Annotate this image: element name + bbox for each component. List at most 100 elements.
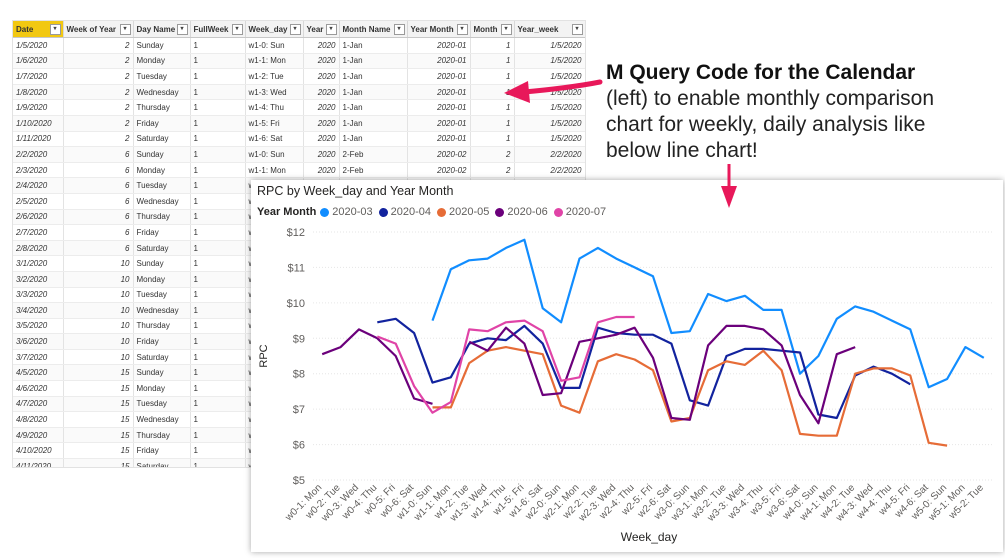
table-cell: 1/7/2020 (13, 68, 64, 85)
table-cell: 15 (63, 380, 134, 397)
table-cell: 1 (190, 427, 246, 444)
table-row[interactable]: 1/7/2020 2 Tuesday 1 w1-2: Tue 2020 1-Jan 2020-… (13, 68, 585, 85)
legend-item[interactable]: 2020-03 (320, 206, 373, 218)
table-cell: 2/8/2020 (13, 240, 64, 257)
table-cell: 1 (190, 99, 246, 116)
table-cell: 10 (63, 271, 134, 288)
filter-dropdown-icon[interactable]: ▾ (500, 24, 512, 35)
table-row[interactable]: 2/3/2020 6 Monday 1 w1-1: Mon 2020 2-Feb 2020-0… (13, 162, 585, 179)
table-row[interactable]: 1/8/2020 2 Wednesday 1 w1-3: Wed 2020 1-Jan 202… (13, 84, 585, 101)
column-header-label: Month Name (342, 24, 391, 34)
table-row[interactable]: 1/6/2020 2 Monday 1 w1-1: Mon 2020 1-Jan 2020-0… (13, 53, 585, 70)
table-cell: 6 (63, 177, 134, 194)
table-cell: 1 (190, 209, 246, 226)
table-cell: 1 (190, 224, 246, 241)
table-row[interactable]: 2/2/2020 6 Sunday 1 w1-0: Sun 2020 2-Feb 2020-0… (13, 146, 585, 163)
table-cell: 1-Jan (339, 37, 408, 54)
y-tick-label: $5 (293, 475, 305, 487)
line-chart-card[interactable]: $5 $6 $7 $8 $9 $10 $11 $12 w0-1: Mon w0-2: Tue w0-… (251, 180, 1003, 552)
table-cell: 1-Jan (339, 68, 408, 85)
table-cell: 2020-01 (407, 131, 471, 148)
table-cell: 1 (470, 68, 515, 85)
column-header[interactable]: Year ▾ (303, 21, 340, 38)
table-cell: Thursday (133, 99, 191, 116)
table-cell: 1 (470, 53, 515, 70)
column-header-label: Week_day (248, 24, 288, 34)
legend-item[interactable]: 2020-04 (378, 206, 432, 218)
column-header[interactable]: Week_day ▾ (245, 21, 304, 38)
table-cell: Wednesday (133, 411, 191, 428)
filter-dropdown-icon[interactable]: ▾ (571, 24, 583, 35)
column-header[interactable]: FullWeek ▾ (190, 21, 246, 38)
y-tick-label: $9 (293, 333, 305, 345)
table-cell: 6 (63, 146, 134, 163)
table-cell: w1-2: Tue (245, 68, 304, 85)
filter-dropdown-icon[interactable]: ▾ (393, 24, 405, 35)
table-row[interactable]: 1/10/2020 2 Friday 1 w1-5: Fri 2020 1-Jan 2020-… (13, 115, 585, 132)
table-cell: 1 (190, 146, 246, 163)
table-cell: 1 (470, 115, 515, 132)
filter-dropdown-icon[interactable]: ▾ (49, 24, 61, 35)
table-cell: 3/7/2020 (13, 349, 64, 366)
table-cell: 1 (470, 37, 515, 54)
table-cell: 6 (63, 193, 134, 210)
table-cell: Wednesday (133, 193, 191, 210)
table-cell: 1/5/2020 (514, 131, 585, 148)
table-cell: 1 (190, 364, 246, 382)
table-cell: 1 (190, 458, 246, 467)
column-header[interactable]: Month Name ▾ (339, 21, 408, 38)
table-cell: 6 (63, 224, 134, 241)
table-cell: 2 (63, 115, 134, 132)
table-cell: 1 (190, 53, 246, 70)
column-header[interactable]: Week of Year ▾ (63, 21, 134, 38)
table-cell: Friday (133, 115, 191, 132)
table-cell: Thursday (133, 427, 191, 444)
table-cell: 1 (190, 271, 246, 288)
table-cell: 2020-01 (407, 53, 471, 70)
column-header[interactable]: Year Month ▾ (407, 21, 471, 38)
y-tick-label: $8 (293, 369, 305, 381)
column-header[interactable]: Date ▾ (13, 21, 64, 38)
callout-headline: M Query Code for the Calendar (606, 61, 916, 84)
filter-dropdown-icon[interactable]: ▾ (456, 24, 468, 35)
legend-item[interactable]: 2020-06 (495, 206, 548, 218)
table-cell: 1/5/2020 (13, 37, 64, 54)
table-cell: 2 (470, 146, 515, 163)
table-cell: 2-Feb (339, 146, 408, 163)
column-header-label: Year Month (410, 24, 454, 34)
table-cell: 3/1/2020 (13, 255, 64, 272)
filter-dropdown-icon[interactable]: ▾ (231, 24, 243, 35)
legend-label: 2020-04 (390, 206, 432, 218)
table-cell: Wednesday (133, 302, 191, 319)
table-cell: Thursday (133, 209, 191, 226)
filter-dropdown-icon[interactable]: ▾ (289, 24, 301, 35)
table-cell: 1 (190, 349, 246, 366)
table-cell: 15 (63, 427, 134, 444)
filter-dropdown-icon[interactable]: ▾ (119, 24, 131, 35)
column-header[interactable]: Day Name ▾ (133, 21, 191, 38)
legend-dot-icon (553, 207, 563, 217)
table-cell: 2 (470, 162, 515, 179)
table-cell: 3/5/2020 (13, 318, 64, 335)
filter-dropdown-icon[interactable]: ▾ (325, 24, 337, 35)
table-cell: 1/8/2020 (13, 84, 64, 101)
table-cell: 2/3/2020 (13, 162, 64, 179)
column-header[interactable]: Year_week ▾ (514, 21, 585, 38)
table-cell: 2020 (303, 146, 340, 163)
column-header[interactable]: Month ▾ (470, 21, 515, 38)
x-axis-title: Week_day (621, 530, 677, 544)
table-cell: 1/9/2020 (13, 99, 64, 116)
table-cell: 10 (63, 287, 134, 304)
table-cell: 10 (63, 318, 134, 335)
filter-dropdown-icon[interactable]: ▾ (176, 24, 188, 35)
table-cell: Thursday (133, 318, 191, 335)
chart-title: RPC by Week_day and Year Month (257, 184, 454, 198)
legend-item[interactable]: 2020-05 (437, 206, 489, 218)
column-header-label: Year (306, 24, 324, 34)
table-row[interactable]: 1/9/2020 2 Thursday 1 w1-4: Thu 2020 1-Jan 2020… (13, 99, 585, 116)
column-header-label: Week of Year (66, 24, 117, 34)
table-cell: Monday (133, 271, 191, 288)
table-row[interactable]: 1/5/2020 2 Sunday 1 w1-0: Sun 2020 1-Jan 2020-0… (13, 37, 585, 54)
legend-item[interactable]: 2020-07 (553, 206, 606, 218)
table-row[interactable]: 1/11/2020 2 Saturday 1 w1-6: Sat 2020 1-Jan 202… (13, 131, 585, 148)
